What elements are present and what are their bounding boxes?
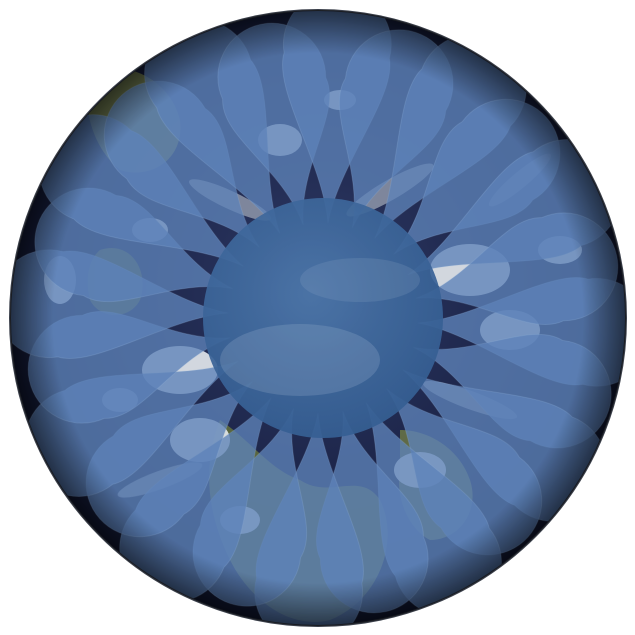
globe-rim-shading	[10, 10, 626, 626]
